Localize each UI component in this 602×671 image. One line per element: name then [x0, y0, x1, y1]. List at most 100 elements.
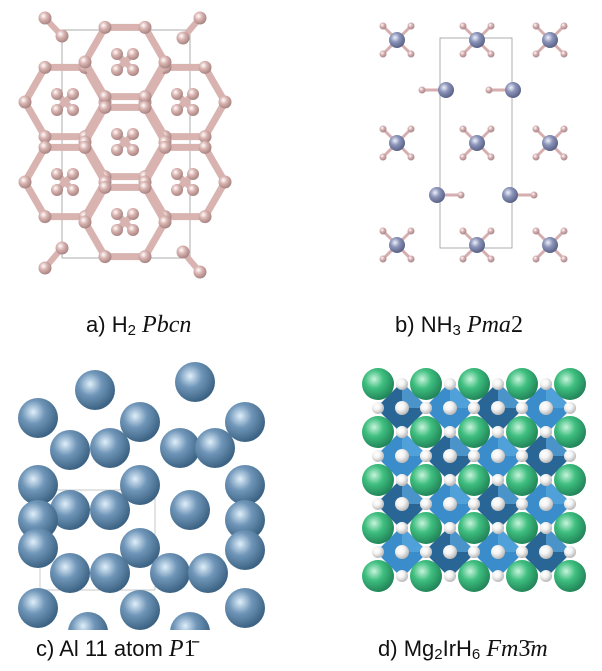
bond [201, 63, 229, 106]
hydride-atom [491, 497, 505, 511]
hydrogen-atom [51, 184, 63, 196]
bond [141, 58, 169, 101]
hydrogen-atom [459, 125, 467, 133]
hydride-atom [516, 498, 528, 510]
hydrogen-atom [560, 50, 568, 58]
hydrogen-atom [98, 20, 112, 34]
aluminum-atom [120, 590, 160, 630]
hydride-atom [491, 545, 505, 559]
bond [81, 143, 109, 186]
aluminum-atom [188, 553, 228, 593]
hydride-atom [444, 522, 456, 534]
hydrogen-atom [459, 153, 467, 161]
hydrogen-atom [111, 48, 123, 60]
aluminum-atom [160, 428, 200, 468]
hydrogen-atom [459, 227, 467, 235]
aluminum-atom [225, 465, 265, 505]
nitrogen-atom [469, 135, 485, 151]
hydride-atom [564, 450, 576, 462]
hydrogen-atom [38, 60, 52, 74]
hydrogen-atom [138, 90, 152, 104]
magnesium-atom [458, 416, 490, 448]
aluminum-atom [18, 465, 58, 505]
magnesium-atom [554, 416, 586, 448]
hydride-atom [492, 570, 504, 582]
caption-d: d) Mg2IrH6 Fm3̄m [378, 636, 548, 663]
hydrogen-atom [127, 224, 139, 236]
aluminum-atom [120, 402, 160, 442]
hydrogen-atom [171, 168, 183, 180]
hydride-atom [539, 401, 553, 415]
nitrogen-atom [429, 187, 445, 203]
bond [81, 103, 109, 146]
hydrogen-atom [459, 22, 467, 30]
hydrogen-atom [379, 153, 387, 161]
bond [21, 143, 49, 186]
hydride-atom [539, 545, 553, 559]
magnesium-atom [554, 464, 586, 496]
hydrogen-atom [98, 90, 112, 104]
nitrogen-atom [389, 237, 405, 253]
hydrogen-atom [158, 55, 172, 69]
hydrogen-atom [487, 153, 495, 161]
hydrogen-atom [487, 22, 495, 30]
hydride-atom [492, 426, 504, 438]
aluminum-atom [75, 370, 115, 410]
nitrogen-atom [469, 237, 485, 253]
hydride-atom [564, 498, 576, 510]
hydrogen-atom [193, 265, 207, 279]
hydrogen-atom [111, 224, 123, 236]
hydride-atom [444, 378, 456, 390]
hydrogen-atom [138, 180, 152, 194]
bond [141, 23, 169, 66]
hydride-atom [395, 449, 409, 463]
hydrogen-atom [407, 22, 415, 30]
hydrogen-atom [158, 215, 172, 229]
bond [201, 98, 229, 141]
hydrogen-atom [127, 64, 139, 76]
hydrogen-atom [127, 128, 139, 140]
hydride-atom [540, 570, 552, 582]
hydride-atom [372, 498, 384, 510]
hydrogen-atom [98, 250, 112, 264]
hydrogen-atom [560, 255, 568, 263]
hydride-atom [444, 570, 456, 582]
hydride-atom [372, 450, 384, 462]
bond [141, 218, 169, 261]
hydrogen-atom [532, 153, 540, 161]
aluminum-atom [90, 428, 130, 468]
hydrogen-atom [18, 175, 32, 189]
hydrogen-atom [171, 104, 183, 116]
magnesium-atom [506, 512, 538, 544]
hydrogen-atom [379, 22, 387, 30]
magnesium-atom [362, 512, 394, 544]
hydrogen-atom [111, 208, 123, 220]
bond [141, 183, 169, 226]
hydrogen-atom [127, 144, 139, 156]
magnesium-atom [458, 512, 490, 544]
hydrogen-atom [560, 125, 568, 133]
aluminum-atom [170, 490, 210, 530]
magnesium-atom [554, 512, 586, 544]
hydride-atom [492, 474, 504, 486]
hydrogen-atom [187, 88, 199, 100]
aluminum-atom [68, 612, 108, 630]
aluminum-atom [18, 528, 58, 568]
panel-b-nh3-structure [340, 0, 602, 290]
hydrogen-atom [111, 144, 123, 156]
hydrogen-atom [532, 125, 540, 133]
bond [21, 178, 49, 221]
hydrogen-atom [67, 104, 79, 116]
hydrogen-atom [487, 227, 495, 235]
hydride-atom [443, 545, 457, 559]
bond [21, 63, 49, 106]
aluminum-atom [195, 428, 235, 468]
hydrogen-atom [193, 11, 207, 25]
magnesium-atom [506, 560, 538, 592]
mg2irh6-structure-image [362, 368, 586, 592]
hydrogen-atom [78, 55, 92, 69]
hydrogen-atom [459, 50, 467, 58]
bond [81, 23, 109, 66]
hydride-atom [395, 497, 409, 511]
hydrogen-atom [218, 175, 232, 189]
